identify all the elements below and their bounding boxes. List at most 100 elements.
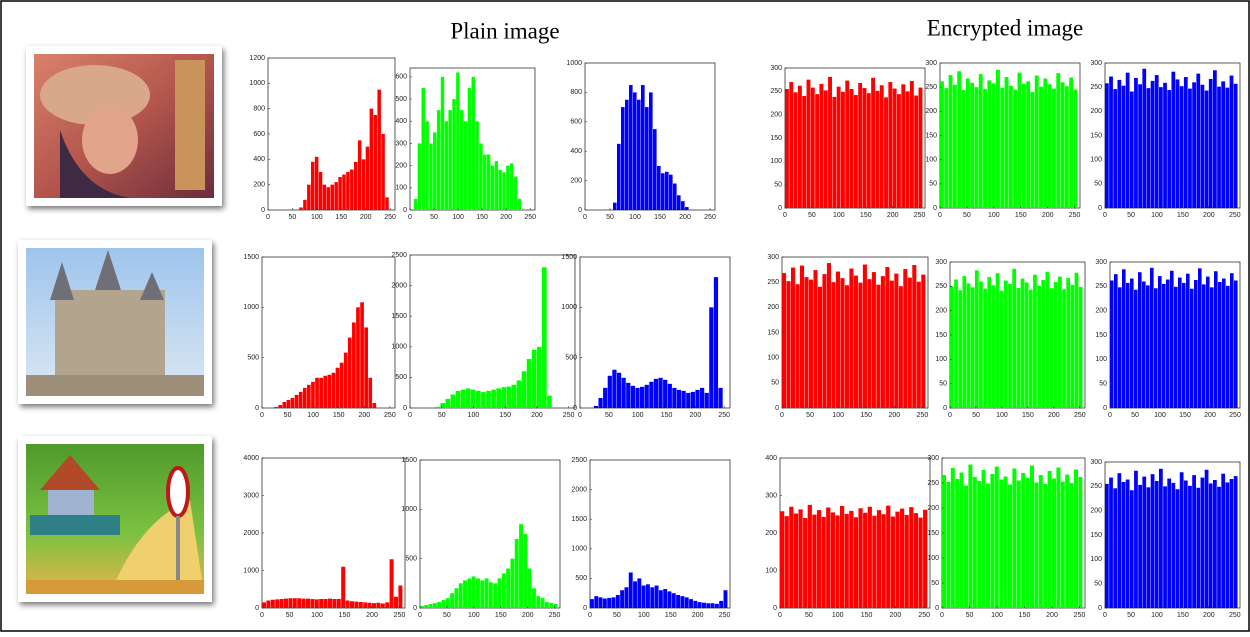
y-tick-label: 50 (931, 580, 939, 587)
x-tick-label: 250 (1229, 212, 1241, 219)
bar (793, 513, 799, 608)
bar (983, 89, 987, 208)
bar (1125, 479, 1130, 608)
plot-frame (261, 457, 406, 609)
bar (1016, 480, 1021, 608)
x-tick-label: 0 (418, 612, 422, 619)
bar (964, 485, 968, 608)
bar (1204, 469, 1209, 608)
x-tick-label: 150 (495, 612, 507, 619)
bar (513, 176, 518, 210)
bar (923, 509, 928, 608)
bar (1126, 282, 1130, 408)
bar (862, 264, 867, 408)
bar (510, 163, 514, 210)
bar (912, 265, 917, 408)
y-tick-label: 300 (395, 140, 407, 147)
bar (831, 282, 836, 408)
histogram: 0 50 100 150 200 250 0 50 100 150 200 250 300 (767, 254, 929, 419)
bar (1134, 470, 1138, 608)
bar (490, 165, 495, 210)
bar (667, 591, 672, 608)
bar (1047, 84, 1052, 208)
bar (372, 402, 377, 408)
bar (807, 504, 812, 608)
bar (844, 513, 849, 608)
x-tick-label: 150 (335, 214, 347, 221)
bar (898, 286, 903, 408)
bar (475, 121, 479, 210)
bar (795, 284, 800, 408)
bar (1159, 87, 1163, 208)
bar (1008, 85, 1013, 208)
bar (1194, 280, 1198, 408)
bar (1024, 282, 1029, 408)
bar (516, 380, 522, 408)
bar (322, 184, 327, 210)
bar (1026, 81, 1031, 208)
bar (275, 599, 280, 608)
bar (862, 88, 867, 208)
bar (1225, 87, 1230, 208)
bar (356, 307, 360, 408)
x-tick-label: 250 (719, 612, 731, 619)
y-tick-label: 600 (253, 131, 265, 138)
bar (966, 283, 971, 408)
bar (612, 369, 617, 408)
x-tick-label: 150 (861, 612, 873, 619)
bar (502, 172, 506, 210)
y-tick-label: 0 (255, 405, 259, 412)
bar (835, 271, 840, 408)
x-tick-label: 100 (452, 214, 464, 221)
bar (613, 202, 617, 210)
bar (1218, 281, 1222, 408)
bar (476, 578, 480, 608)
x-tick-label: 50 (1131, 412, 1139, 419)
bar (650, 587, 655, 608)
bar (782, 273, 787, 408)
bar (445, 398, 451, 408)
bar (1192, 82, 1196, 208)
y-tick-label: 200 (767, 304, 779, 311)
bar (968, 464, 973, 608)
bar (1226, 285, 1230, 408)
bar (946, 482, 951, 608)
bar (510, 558, 515, 608)
y-tick-label: 1500 (401, 457, 417, 464)
y-tick-label: 0 (775, 405, 779, 412)
bar (598, 597, 603, 608)
x-tick-label: 150 (1019, 612, 1031, 619)
bar (365, 146, 370, 210)
bar (433, 132, 437, 210)
bar (884, 97, 888, 208)
x-tick-label: 200 (690, 412, 702, 419)
bar (822, 274, 827, 408)
x-tick-label: 200 (1203, 212, 1215, 219)
bar (1003, 476, 1008, 608)
bar (633, 581, 637, 608)
y-tick-label: 200 (253, 182, 265, 189)
bar (506, 568, 511, 608)
bar (1012, 468, 1017, 608)
y-tick-label: 100 (1095, 356, 1107, 363)
x-tick-label: 50 (805, 612, 813, 619)
bar (511, 384, 517, 408)
bar (1028, 289, 1033, 408)
x-tick-label: 50 (443, 612, 451, 619)
bar (1142, 281, 1146, 408)
bar (350, 169, 354, 210)
bar (311, 381, 315, 408)
bar (1110, 280, 1114, 408)
bar (954, 279, 958, 408)
y-tick-label: 0 (573, 405, 577, 412)
bar (483, 154, 487, 210)
bar (617, 143, 621, 210)
bar (494, 161, 499, 210)
bar (1043, 78, 1048, 208)
bar (1043, 484, 1048, 608)
bar (786, 281, 791, 408)
bar (1154, 288, 1158, 408)
bar (1020, 278, 1025, 408)
